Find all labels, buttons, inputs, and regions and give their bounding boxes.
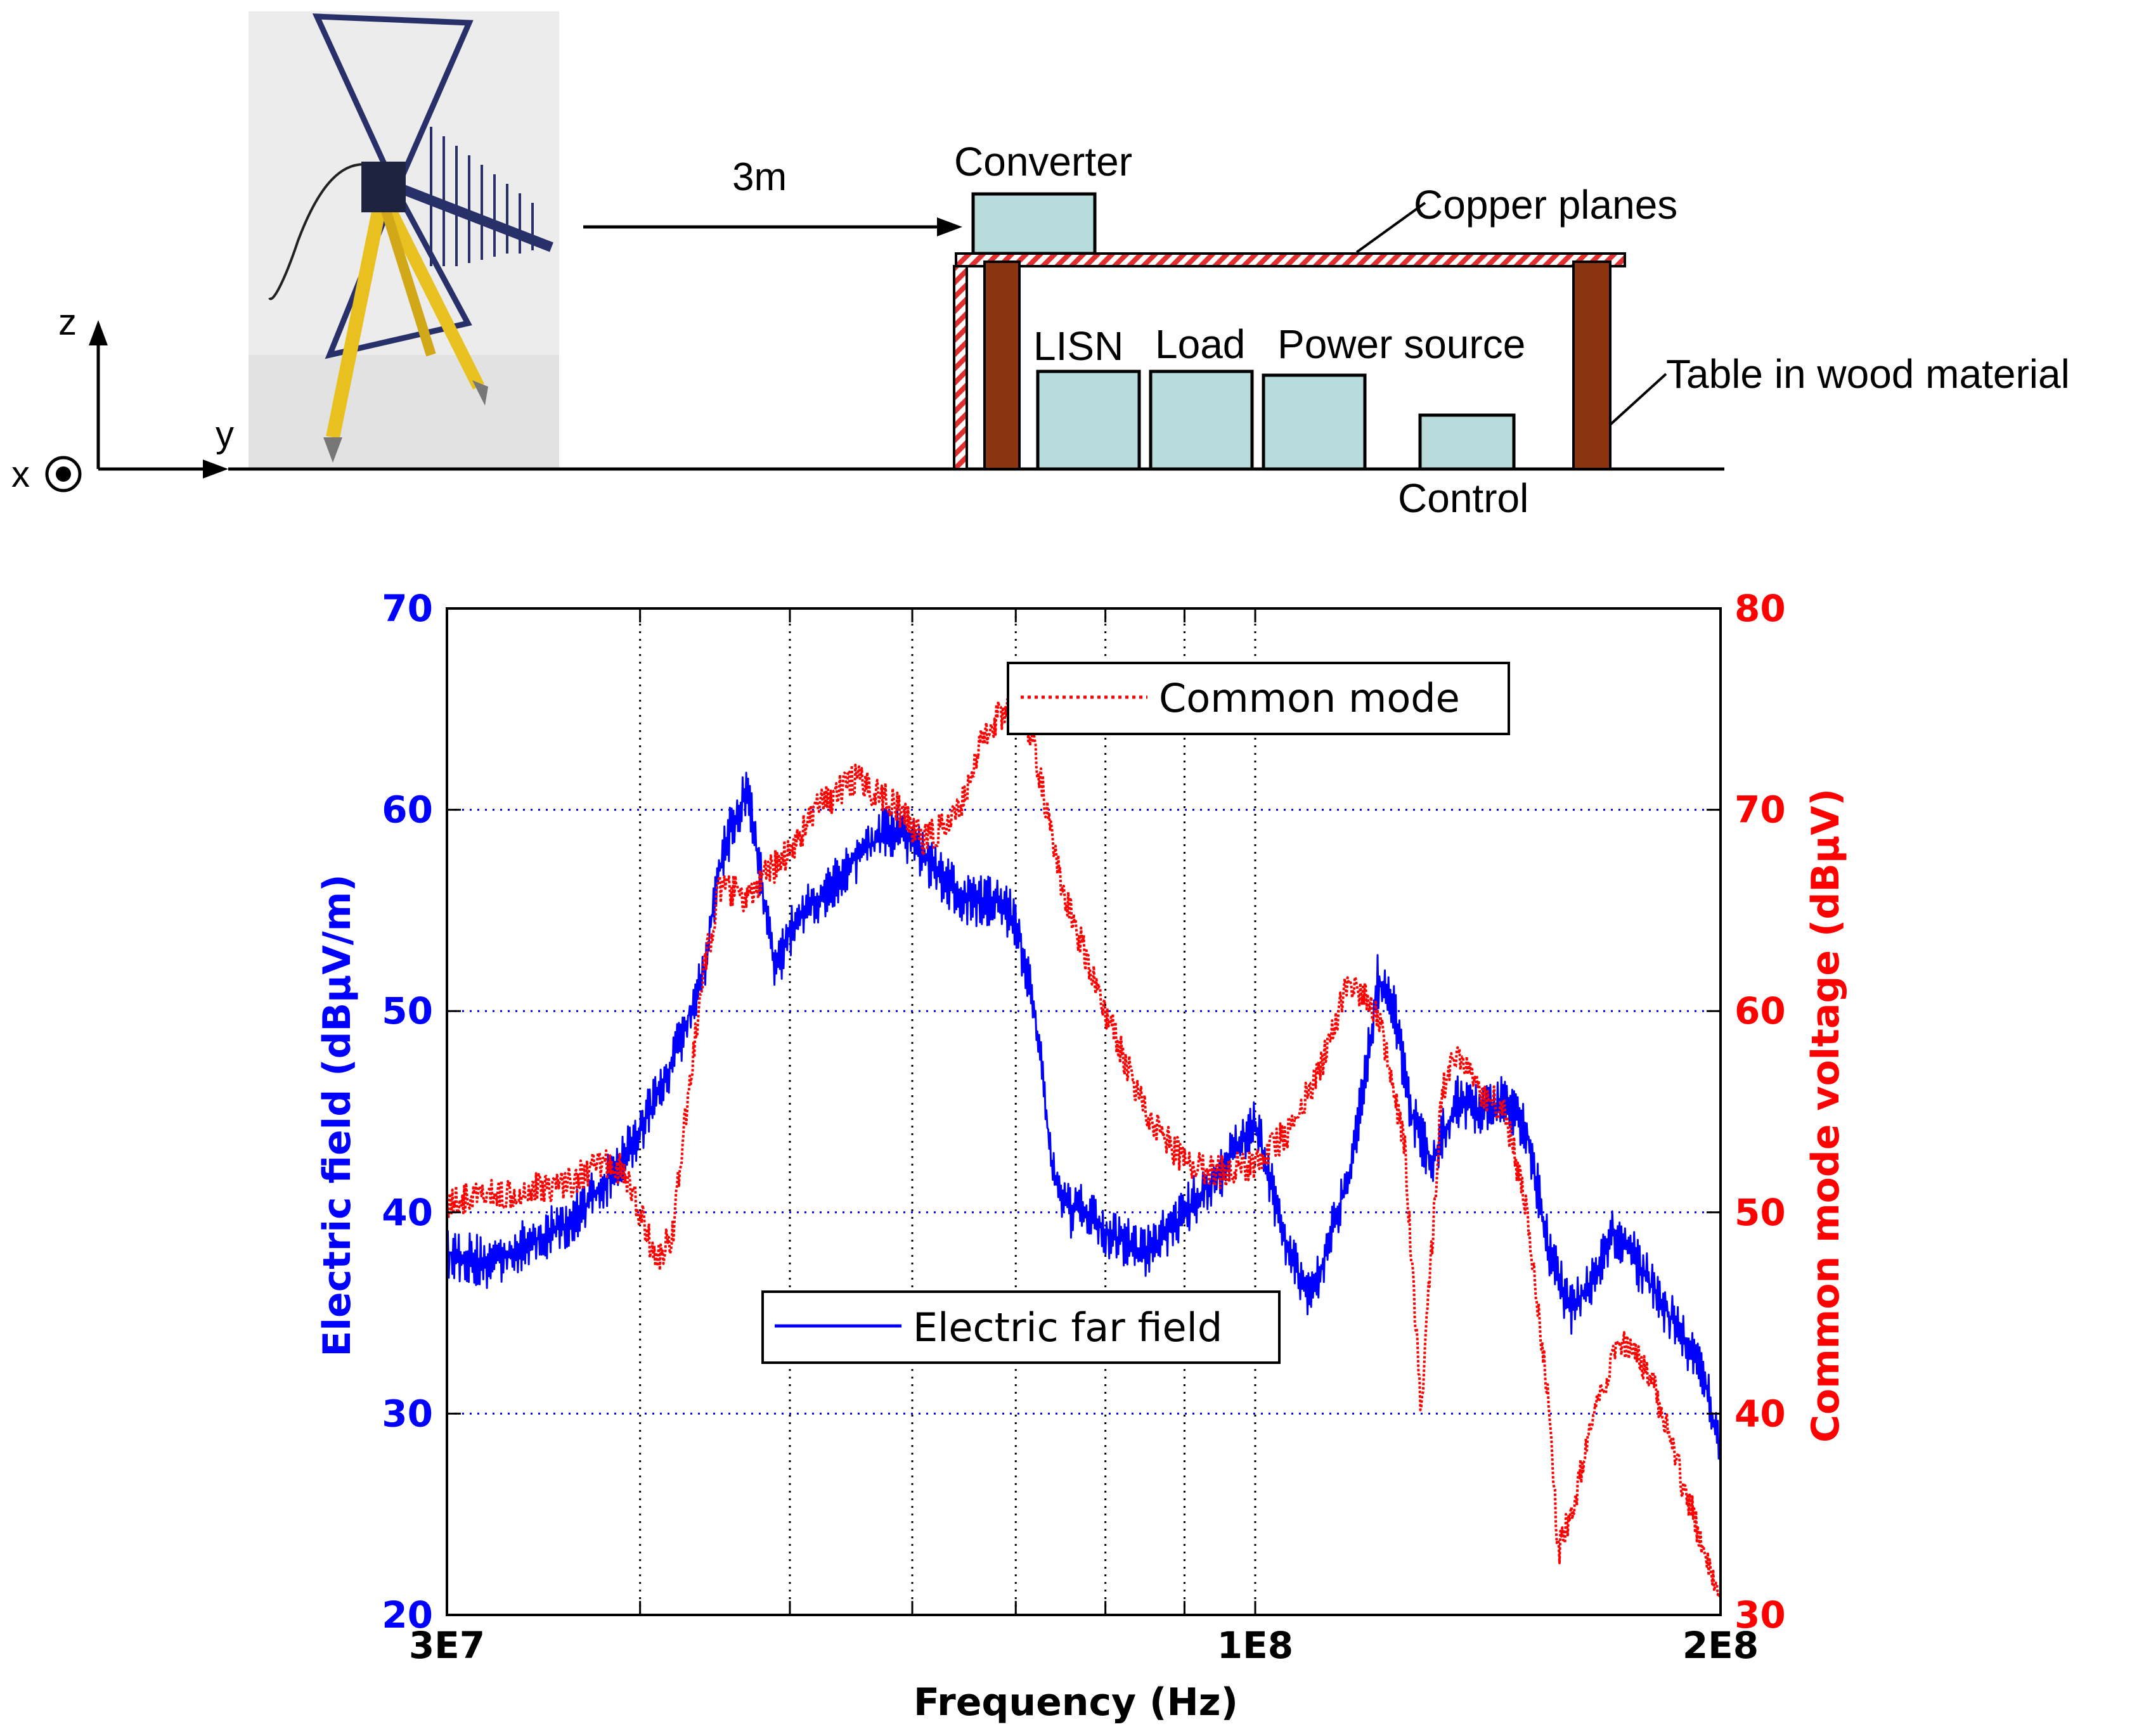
series-electric-far-field-line bbox=[447, 771, 1721, 1476]
legend-common-mode-label: Common mode bbox=[1159, 675, 1460, 721]
table-leader bbox=[1609, 373, 1667, 426]
control-label: Control bbox=[1398, 475, 1528, 521]
right-tick-label: 70 bbox=[1734, 788, 1786, 832]
right-tick-label: 40 bbox=[1734, 1392, 1786, 1435]
axis-y-label: y bbox=[216, 414, 234, 455]
left-tick-label: 40 bbox=[382, 1191, 433, 1234]
y-arrowhead-icon bbox=[203, 460, 228, 479]
left-tick-label: 30 bbox=[382, 1392, 433, 1435]
plot-border bbox=[446, 607, 1722, 1616]
antenna-photo bbox=[249, 11, 559, 470]
converter-box bbox=[971, 192, 1097, 255]
legend-electric-far-field-label: Electric far field bbox=[913, 1304, 1222, 1351]
x-tick-label: 3E7 bbox=[409, 1624, 485, 1667]
lisn-label: LISN bbox=[1033, 323, 1123, 369]
series-common-mode-line bbox=[447, 683, 1721, 1599]
copper-plane-vertical bbox=[953, 265, 968, 470]
distance-label: 3m bbox=[732, 155, 787, 199]
copper-planes-leader bbox=[1355, 202, 1426, 254]
log-periodic-elements-icon bbox=[430, 127, 534, 266]
distance-arrowhead-icon bbox=[937, 217, 962, 236]
right-tick-label: 50 bbox=[1734, 1191, 1786, 1234]
power-source-label: Power source bbox=[1277, 321, 1525, 367]
legend-electric-far-field: Electric far field bbox=[761, 1290, 1281, 1364]
coordinate-axes: z y x bbox=[11, 302, 234, 495]
left-tick-label: 20 bbox=[382, 1593, 433, 1636]
tripod-icon bbox=[323, 162, 488, 463]
right-tick-label: 30 bbox=[1734, 1593, 1786, 1636]
x-tick-label: 2E8 bbox=[1683, 1624, 1759, 1667]
right-tick-label: 60 bbox=[1734, 989, 1786, 1032]
distance-arrow: 3m bbox=[583, 155, 962, 236]
left-tick-label: 50 bbox=[382, 989, 433, 1032]
left-tick-label: 60 bbox=[382, 788, 433, 832]
right-tick-label: 80 bbox=[1734, 587, 1786, 630]
axis-x-label: x bbox=[11, 454, 30, 495]
table-label: Table in wood material bbox=[1666, 351, 2070, 397]
x-out-of-page-icon bbox=[45, 456, 82, 492]
table-leg-left bbox=[983, 260, 1021, 470]
converter-label: Converter bbox=[954, 139, 1132, 184]
axis-z-label: z bbox=[58, 302, 77, 343]
antenna-bowtie-upper-icon bbox=[312, 13, 474, 198]
series-layer bbox=[447, 683, 1721, 1599]
left-tick-label: 70 bbox=[382, 587, 433, 630]
table-leg-right bbox=[1572, 260, 1612, 470]
copper-planes-label: Copper planes bbox=[1414, 182, 1677, 228]
setup-diagram: z y x 3m Converter Copper planes Table i… bbox=[11, 11, 2070, 521]
right-axis-label: Common mode voltage (dBµV) bbox=[1804, 788, 1848, 1443]
load-box bbox=[1149, 370, 1254, 471]
left-axis-label: Electric field (dBµV/m) bbox=[315, 874, 359, 1356]
ticks: 20 30 40 50 60 70 30 40 50 60 70 80 3E7 1E8 2E8 bbox=[382, 587, 1785, 1667]
z-arrowhead-icon bbox=[89, 320, 108, 345]
x-tick-label: 1E8 bbox=[1217, 1624, 1293, 1667]
legend-common-mode: Common mode bbox=[1007, 662, 1510, 735]
lisn-box bbox=[1036, 370, 1141, 471]
load-label: Load bbox=[1155, 321, 1245, 367]
copper-plane-horizontal bbox=[955, 252, 1626, 267]
power-source-box bbox=[1262, 373, 1367, 471]
plot-area bbox=[447, 608, 1721, 1615]
control-box bbox=[1418, 413, 1516, 471]
chart: 20 30 40 50 60 70 30 40 50 60 70 80 3E7 1E8 2E8 Freque… bbox=[315, 587, 1848, 1725]
x-axis-label: Frequency (Hz) bbox=[914, 1680, 1238, 1725]
